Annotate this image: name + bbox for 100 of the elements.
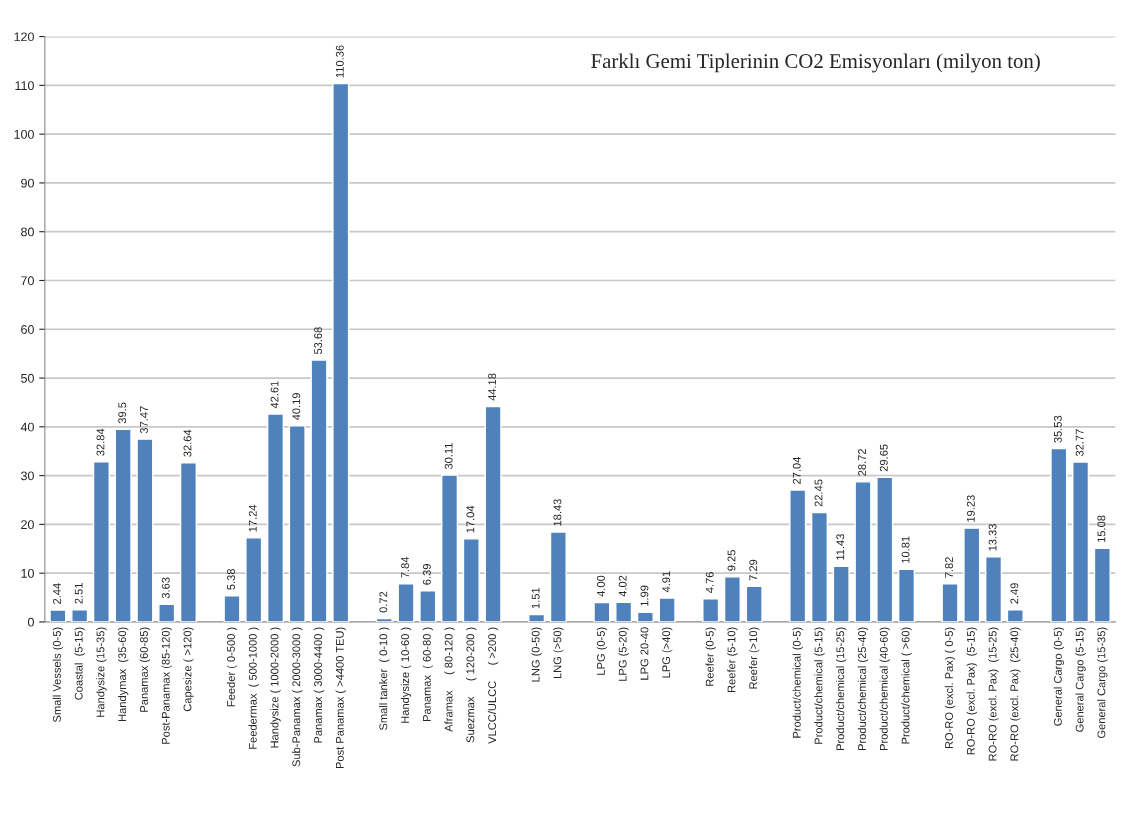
data-label: 2.44 xyxy=(53,583,61,604)
text: Farklı Gemi Tiplerinin CO2 Emisyonları (milyon ton) xyxy=(591,53,1040,73)
data-label: 3.63 xyxy=(161,577,170,599)
x-tick-label: Panamax ( 60-80 ) xyxy=(422,627,433,721)
data-label: 10.81 xyxy=(901,536,910,563)
x-tick-label: RO-RO (excl. Pax) ( 0-5) xyxy=(944,627,956,749)
data-label: 2.51 xyxy=(74,583,83,604)
data-label: 40.19 xyxy=(292,393,301,421)
data-label: 32.84 xyxy=(96,428,105,456)
bar xyxy=(1072,461,1090,622)
bar xyxy=(1050,447,1068,622)
bar xyxy=(593,601,611,622)
x-tick-label: RO-RO (excl. Pax) (25-40) xyxy=(1010,627,1021,761)
y-tick-label: 20 xyxy=(21,520,34,530)
x-tick-label: Post Panamax ( >4400 TEU) xyxy=(335,627,346,769)
data-label: 53.68 xyxy=(314,327,322,355)
data-label: 22.45 xyxy=(814,479,823,507)
bar xyxy=(158,603,176,622)
bar xyxy=(745,585,763,622)
x-tick-label: Reefer (5-10) xyxy=(727,627,738,692)
bar xyxy=(658,597,676,622)
bar xyxy=(702,598,720,622)
bar xyxy=(462,538,480,622)
bar xyxy=(375,617,393,622)
x-tick-label: Product/chemical (5-15) xyxy=(814,627,825,744)
bar xyxy=(876,476,894,622)
bar xyxy=(549,531,567,622)
y-tick-label: 110 xyxy=(15,81,34,91)
data-label: 5.38 xyxy=(227,569,235,590)
x-tick-label: Feedermax ( 500-1000 ) xyxy=(248,627,259,749)
bar xyxy=(897,568,916,622)
data-label: 1.99 xyxy=(640,585,649,606)
bar xyxy=(941,583,959,622)
x-tick-label: Aframax ( 80-120 ) xyxy=(444,627,455,732)
x-tick-label: Coastal (5-15) xyxy=(74,627,85,700)
data-label: 30.11 xyxy=(444,443,453,470)
y-tick-label: 70 xyxy=(21,276,34,286)
x-tick-label: Panamax ( 3000-4400 ) xyxy=(313,627,325,743)
x-tick-label: LPG (5-20) xyxy=(618,627,629,681)
x-tick-label: RO-RO (excl. Pax) (15-25) xyxy=(988,627,999,761)
bar xyxy=(332,82,350,622)
x-tick-label: LPG 20-40 xyxy=(640,627,649,680)
x-tick-label: Reefer (>10) xyxy=(749,627,760,689)
y-tick-label: 40 xyxy=(20,422,34,432)
y-tick-label: 100 xyxy=(14,129,34,139)
bar xyxy=(832,565,850,622)
data-label: 110.36 xyxy=(335,45,344,78)
data-label: 7.84 xyxy=(401,556,410,578)
data-label: 39.5 xyxy=(118,402,127,424)
x-tick-label: Capesize ( >120) xyxy=(183,627,194,712)
x-tick-label: LNG (>50) xyxy=(553,627,564,679)
bar xyxy=(136,438,154,622)
x-tick-label: Small tanker ( 0-10 ) xyxy=(379,627,390,731)
data-label: 9.25 xyxy=(727,550,736,571)
data-label: 17.04 xyxy=(466,505,475,533)
x-tick-label: Product/chemical (15-25) xyxy=(836,627,847,751)
x-tick-label: Feeder ( 0-500 ) xyxy=(226,627,238,707)
bar xyxy=(810,511,828,622)
data-label: 28.72 xyxy=(858,449,866,476)
x-tick-label: LNG (0-50) xyxy=(531,627,542,682)
data-label: 17.24 xyxy=(248,504,257,532)
data-label: 6.39 xyxy=(422,564,431,585)
bar xyxy=(419,590,437,622)
bar xyxy=(397,583,415,622)
data-label: 4.76 xyxy=(705,572,714,593)
x-tick-label: Handysize ( 1000-2000 ) xyxy=(270,627,281,748)
y-tick-label: 90 xyxy=(21,178,34,188)
data-label: 1.51 xyxy=(531,587,540,609)
bar xyxy=(789,489,807,622)
bar xyxy=(114,428,132,622)
y-tick-label: 30 xyxy=(21,471,34,481)
data-label: 4.00 xyxy=(596,575,605,597)
bar xyxy=(179,462,197,622)
y-tick-label: 50 xyxy=(21,373,34,383)
x-tick-label: General Cargo (0-5) xyxy=(1053,627,1064,726)
x-tick-label: Product/chemical (40-60) xyxy=(879,627,890,751)
bar xyxy=(223,595,241,622)
x-tick-label: Handysize (15-35) xyxy=(96,627,107,717)
data-label: 29.65 xyxy=(879,444,888,472)
x-tick-label: Handymax (35-60) xyxy=(117,627,129,721)
data-label: 44.18 xyxy=(488,373,497,401)
bar xyxy=(310,359,328,622)
x-tick-label: Panamax (60-85) xyxy=(139,627,151,712)
data-label: 0.72 xyxy=(379,591,388,613)
x-tick-label: Small Vessels (0-5) xyxy=(52,627,64,723)
data-label: 15.08 xyxy=(1097,515,1106,542)
data-label: 13.33 xyxy=(988,524,997,551)
y-tick-label: 0 xyxy=(27,617,34,627)
data-label: 7.29 xyxy=(749,559,758,581)
y-tick-label: 60 xyxy=(21,325,34,334)
data-label: 27.04 xyxy=(792,457,801,484)
bar xyxy=(92,461,110,622)
bar xyxy=(985,556,1003,622)
bar xyxy=(441,474,459,622)
bar xyxy=(1006,609,1024,622)
data-label: 11.43 xyxy=(836,534,845,560)
data-label: 18.43 xyxy=(553,499,562,526)
bar xyxy=(245,537,263,622)
bar xyxy=(266,413,285,622)
bar xyxy=(528,613,546,622)
